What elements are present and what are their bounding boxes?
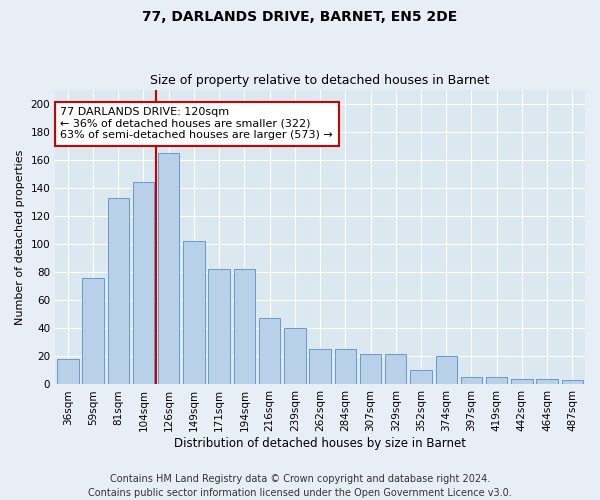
Bar [259,318,280,384]
Bar [183,241,205,384]
Bar [410,370,432,384]
Text: Contains HM Land Registry data © Crown copyright and database right 2024.
Contai: Contains HM Land Registry data © Crown c… [88,474,512,498]
Bar [486,378,508,384]
Title: Size of property relative to detached houses in Barnet: Size of property relative to detached ho… [151,74,490,87]
Bar [461,378,482,384]
Bar [335,350,356,384]
Text: 77, DARLANDS DRIVE, BARNET, EN5 2DE: 77, DARLANDS DRIVE, BARNET, EN5 2DE [142,10,458,24]
Bar [284,328,305,384]
Bar [57,359,79,384]
Bar [562,380,583,384]
Bar [158,152,179,384]
Bar [436,356,457,384]
Bar [385,354,406,384]
Text: 77 DARLANDS DRIVE: 120sqm
← 36% of detached houses are smaller (322)
63% of semi: 77 DARLANDS DRIVE: 120sqm ← 36% of detac… [61,107,333,140]
Bar [208,270,230,384]
Bar [511,379,533,384]
Bar [360,354,381,384]
Bar [536,379,558,384]
Bar [133,182,154,384]
Y-axis label: Number of detached properties: Number of detached properties [15,150,25,324]
Bar [107,198,129,384]
Bar [233,270,255,384]
Bar [310,350,331,384]
Bar [82,278,104,384]
X-axis label: Distribution of detached houses by size in Barnet: Distribution of detached houses by size … [174,437,466,450]
